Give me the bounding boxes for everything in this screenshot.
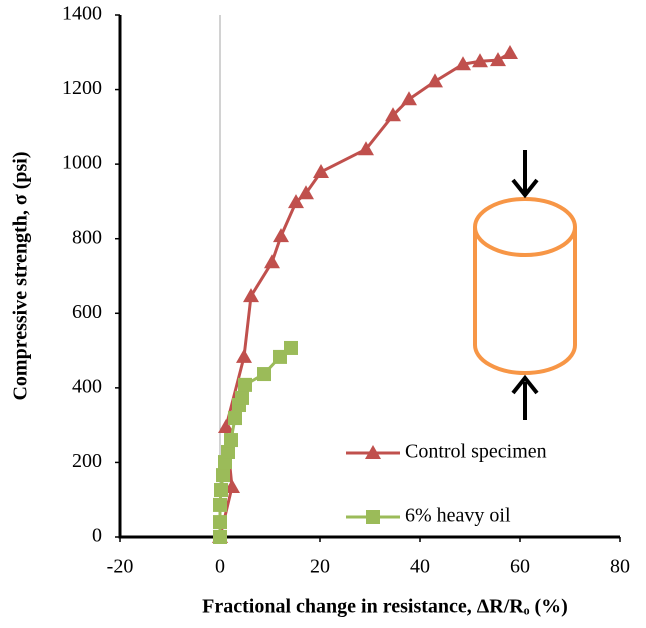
data-point (214, 483, 228, 498)
cylinder-diagram (473, 197, 577, 375)
data-point (218, 419, 234, 434)
y-tick-label: 1200 (62, 77, 102, 99)
data-point (284, 340, 298, 355)
data-point (236, 348, 252, 363)
data-point (427, 73, 443, 88)
x-tick-label: 80 (610, 556, 630, 578)
x-tick-label: 60 (510, 556, 530, 578)
x-tick-label: 0 (215, 556, 225, 578)
y-tick-label: 600 (72, 301, 102, 323)
data-point (385, 107, 401, 122)
x-axis-label: Fractional change in resistance, ΔR/Rₒ (… (202, 596, 568, 618)
data-point (288, 194, 304, 209)
y-tick-label: 200 (72, 450, 102, 472)
data-point (472, 53, 488, 68)
data-point (502, 45, 518, 60)
data-point (238, 377, 252, 392)
data-point (213, 497, 227, 512)
y-axis-label: Compressive strength, σ (psi) (10, 151, 32, 400)
x-tick-label: -20 (107, 556, 134, 578)
load-arrows (511, 150, 539, 420)
data-point (235, 390, 249, 405)
x-tick-label: 40 (410, 556, 430, 578)
y-tick-label: 400 (72, 375, 102, 397)
data-point (358, 141, 374, 156)
data-point (313, 163, 329, 178)
x-tick-label: 20 (310, 556, 330, 578)
data-point (490, 52, 506, 67)
y-tick-label: 800 (72, 226, 102, 248)
data-point (264, 254, 280, 269)
y-tick-label: 0 (92, 525, 102, 547)
data-point (221, 444, 235, 459)
series-line (218, 51, 511, 538)
y-tick-label: 1000 (62, 152, 102, 174)
data-point (216, 468, 230, 483)
data-point (366, 510, 380, 524)
data-point (365, 445, 381, 459)
data-point (455, 56, 471, 71)
data-point (298, 185, 314, 200)
legend-label: 6% heavy oil (405, 505, 511, 527)
y-tick-label: 1400 (62, 3, 102, 25)
data-point (273, 228, 289, 243)
data-point (401, 91, 417, 106)
data-point (243, 288, 259, 303)
data-point (273, 349, 287, 364)
data-point (213, 530, 227, 544)
data-point (228, 411, 242, 426)
legend-label: Control specimen (405, 441, 547, 463)
data-point (257, 367, 271, 382)
data-point (213, 515, 227, 530)
data-point (224, 433, 238, 448)
